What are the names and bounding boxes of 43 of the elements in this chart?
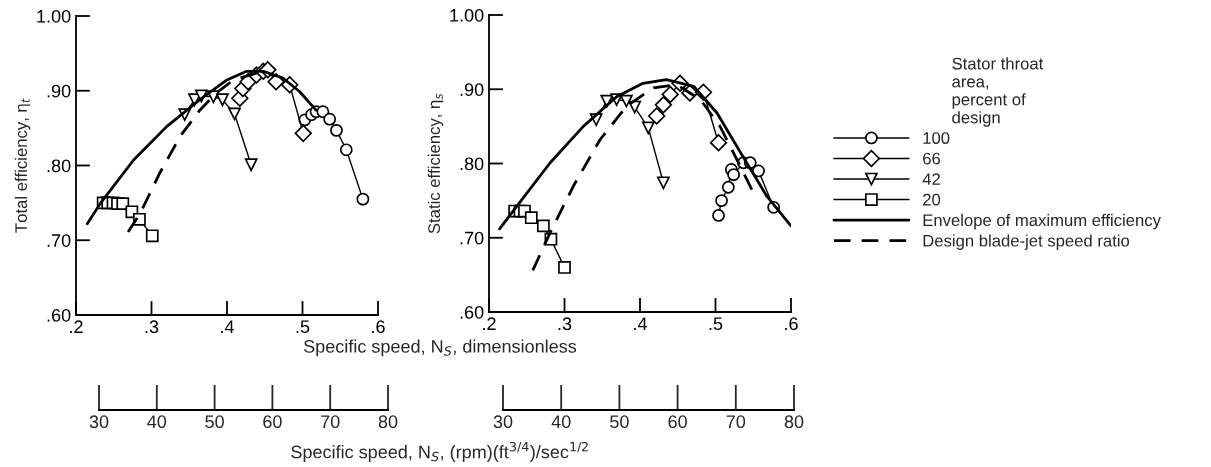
y-tick-label: .60 — [460, 305, 484, 319]
legend-label: 100 — [923, 132, 950, 144]
legend-label: Design blade-jet speed ratio — [923, 234, 1130, 250]
x-tick-label: .4 — [634, 317, 647, 330]
y-axis-title: Total efficiency, η$_{t}$ — [14, 98, 31, 233]
y-tick-label: .70 — [47, 234, 71, 247]
x2-tick-label: 70 — [321, 415, 340, 429]
x2-tick-label: 80 — [784, 415, 804, 429]
x2-tick-label: 30 — [89, 415, 109, 429]
y-tick-label: .90 — [460, 83, 484, 96]
x2-tick-label: 40 — [147, 415, 167, 429]
x2-tick-label: 40 — [551, 415, 571, 429]
x2-tick-label: 80 — [378, 415, 398, 429]
x-tick-label: .4 — [221, 320, 234, 333]
y-tick-label: .90 — [47, 84, 71, 98]
y-tick-label: 1.00 — [37, 9, 71, 23]
x-tick-label: .2 — [70, 320, 83, 333]
x-axis-title: Specific speed, N$_{S}$, dimensionless — [303, 339, 577, 357]
legend-label: 66 — [923, 152, 941, 165]
x-tick-label: .3 — [145, 320, 159, 334]
x-tick-label: .2 — [483, 317, 496, 330]
y-tick-label: .80 — [460, 157, 484, 171]
y-axis-title: Static efficiency, η$_{s}$ — [427, 93, 444, 234]
x2-axis-title: Specific speed, N$_{S}$, (rpm)(ft$^{3/4}$)/sec$^{1/2}$ — [291, 441, 588, 462]
y-tick-label: .60 — [47, 308, 71, 322]
x2-tick-label: 50 — [205, 415, 224, 429]
legend-label: 42 — [922, 173, 940, 185]
x2-tick-label: 60 — [263, 415, 282, 429]
x2-tick-label: 60 — [668, 415, 687, 429]
x2-tick-label: 50 — [610, 415, 629, 429]
x2-tick-label: 30 — [493, 415, 513, 429]
y-tick-label: .80 — [47, 159, 71, 173]
legend-label: Envelope of maximum efficiency — [923, 213, 1161, 230]
x-tick-label: .5 — [709, 317, 723, 331]
legend-title: Stator throat area, percent of design — [952, 57, 1044, 127]
x-tick-label: .3 — [558, 317, 572, 331]
x-tick-label: .6 — [372, 320, 385, 334]
x-tick-label: .5 — [296, 320, 310, 334]
legend-label: 20 — [923, 193, 941, 206]
y-tick-label: 1.00 — [450, 8, 484, 22]
x2-tick-label: 70 — [726, 415, 746, 429]
y-tick-label: .70 — [460, 231, 484, 245]
x-tick-label: .6 — [785, 317, 798, 331]
